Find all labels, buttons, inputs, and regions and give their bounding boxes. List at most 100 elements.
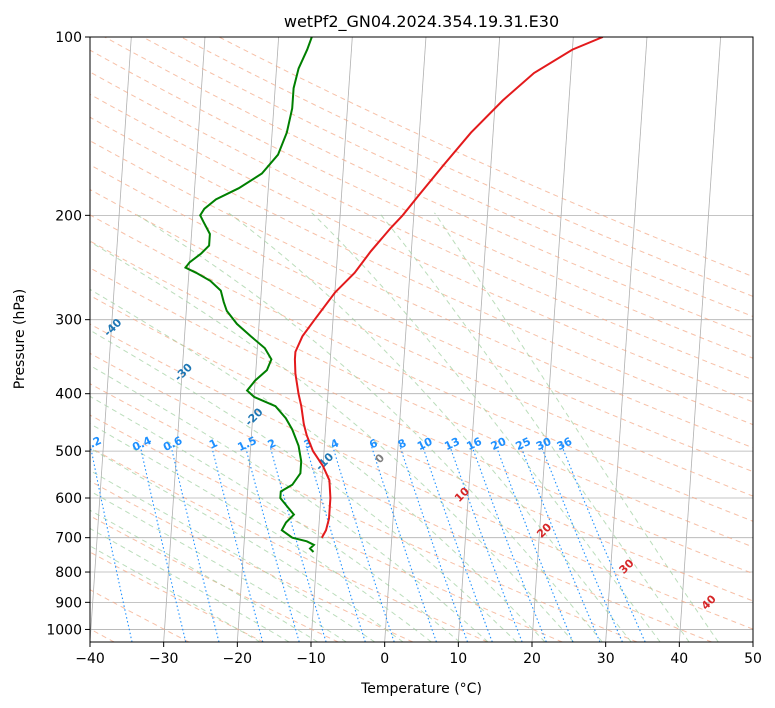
mixing-ratio-line [139, 445, 187, 642]
dry-adiabat [90, 93, 753, 403]
dry-adiabat [90, 140, 753, 449]
moist-adiabat [90, 490, 347, 642]
mixing-ratio-line [399, 445, 469, 642]
moist-adiabat [90, 288, 546, 642]
mixing-ratio-line [370, 445, 437, 642]
moist-adiabat [133, 212, 603, 642]
x-tick-label: 40 [670, 651, 688, 667]
x-tick-label: −10 [296, 651, 326, 667]
plot-area: 0.10.20.40.611.52346810131620253036-100-… [34, 37, 753, 642]
y-tick-label: 200 [55, 208, 82, 224]
moist-adiabat [90, 329, 517, 642]
moist-adiabat-label: 0 [373, 451, 388, 466]
isotherm-gridline [678, 37, 722, 642]
mixing-ratio-label: 0.1 [34, 434, 57, 454]
mixing-ratio-label: 25 [514, 435, 533, 453]
mixing-ratio-label: 4 [329, 436, 342, 451]
mixing-ratio-line [332, 445, 395, 642]
isotherm-gridline [384, 37, 427, 642]
mixing-ratio-line [305, 445, 366, 642]
moist-adiabat [311, 212, 661, 642]
moist-adiabat [90, 423, 432, 642]
mixing-ratio-line [540, 445, 623, 642]
mixing-ratio-line [244, 445, 300, 642]
x-tick-label: 30 [597, 651, 615, 667]
dry-adiabat [90, 116, 753, 426]
isotherm-gridline [457, 37, 501, 642]
y-tick-label: 100 [55, 30, 82, 46]
dry-adiabat [90, 188, 753, 497]
mixing-ratio-label: 36 [555, 435, 575, 453]
mixing-ratio-line [90, 445, 133, 642]
x-tick-label: 20 [523, 651, 541, 667]
dry-adiabat [90, 383, 638, 642]
moist-adiabat [90, 364, 489, 642]
plot-frame [89, 36, 754, 643]
mixing-ratio-label: 16 [465, 435, 485, 453]
y-tick-label: 400 [55, 387, 82, 403]
mixing-ratio-label: 1 [207, 436, 219, 451]
y-tick-label: 700 [55, 531, 82, 547]
dry-adiabat [90, 352, 712, 642]
mixing-ratio-label: 2 [266, 436, 278, 451]
x-axis-label: Temperature (°C) [360, 681, 482, 697]
moist-adiabat-label: 30 [617, 556, 637, 576]
moist-adiabat [378, 212, 690, 642]
x-axis: −40 −30 −20 −10 0 10 20 30 40 50 [75, 642, 762, 667]
isotherm-gridline [752, 636, 753, 642]
dry-adiabat [90, 414, 563, 642]
x-tick-label: 10 [449, 651, 467, 667]
mixing-ratio-label: 6 [367, 436, 380, 451]
x-tick-label: 50 [744, 651, 762, 667]
y-tick-label: 1000 [46, 622, 82, 638]
y-tick-label: 300 [55, 313, 82, 329]
moist-adiabat [228, 212, 632, 642]
x-tick-label: −40 [75, 651, 105, 667]
dry-adiabat [90, 240, 753, 548]
isotherm-gridline [163, 37, 206, 642]
isotherm-gridline [605, 37, 648, 642]
moist-adiabat [434, 212, 719, 642]
dewpoint-profile [183, 37, 316, 553]
moist-adiabat [90, 469, 375, 642]
moist-adiabat [90, 509, 318, 642]
dry-adiabat [90, 214, 753, 522]
dry-adiabat [90, 589, 190, 642]
y-axis: 100 200 300 400 500 600 700 800 900 1000 [46, 30, 90, 638]
isotherm-gridline [531, 37, 574, 642]
moist-adiabat [90, 527, 290, 642]
temperature-profile [293, 37, 604, 539]
y-tick-label: 500 [55, 444, 82, 460]
dry-adiabat-label: -30 [172, 360, 195, 383]
x-tick-label: 0 [380, 651, 389, 667]
mixing-ratio-line [170, 445, 220, 642]
dry-adiabat [104, 37, 753, 338]
moist-adiabat [90, 395, 461, 642]
dry-adiabat [90, 71, 753, 381]
y-axis-label: Pressure (hPa) [12, 289, 28, 389]
dry-adiabat [90, 446, 488, 642]
mixing-ratio-line [421, 445, 493, 642]
mixing-ratio-label: 13 [442, 435, 461, 453]
mixing-ratio-label: 30 [534, 435, 554, 453]
dry-adiabat-label: -20 [242, 405, 265, 428]
dry-adiabat [90, 480, 414, 642]
moist-adiabat [90, 545, 261, 642]
mixing-ratio-line [210, 445, 264, 642]
isotherm-gridline [236, 37, 280, 642]
isotherm-gridline [90, 37, 132, 642]
dry-adiabat [90, 323, 753, 630]
y-tick-label: 800 [55, 565, 82, 581]
x-tick-label: −20 [223, 651, 253, 667]
moist-adiabat [90, 241, 574, 642]
mixing-ratio-line [561, 445, 646, 642]
mixing-ratio-label: 10 [415, 435, 435, 453]
dry-adiabat [90, 164, 753, 473]
dry-adiabat [90, 551, 264, 642]
mixing-ratio-label: 20 [489, 435, 509, 453]
dry-adiabat [90, 294, 753, 602]
dry-adiabat [218, 37, 753, 278]
y-tick-label: 600 [55, 491, 82, 507]
dry-adiabat [90, 267, 753, 575]
